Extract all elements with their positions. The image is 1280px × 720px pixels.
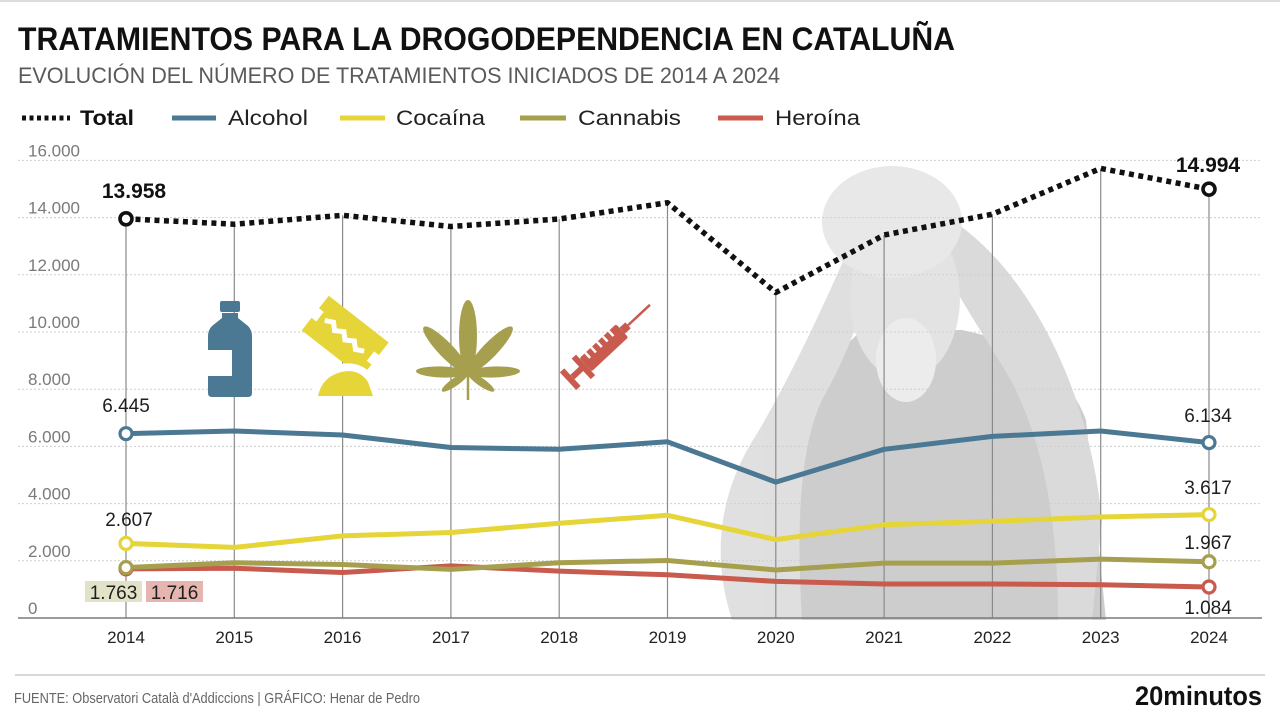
- razor-blade-icon: [301, 295, 389, 396]
- x-tick-label: 2017: [432, 628, 470, 647]
- data-point-cannabis-2014: [118, 559, 134, 576]
- series-layer: [123, 165, 1212, 590]
- series-line-cannabis: [123, 556, 1212, 573]
- data-point-alcohol-2014: [118, 426, 134, 442]
- data-label-cannabis-2024: 1.967: [1184, 533, 1232, 554]
- x-axis-labels: 2014 2015 2016 2017 2018 2019 2020 2021 2022 2023…: [107, 628, 1228, 647]
- syringe-barrel: [580, 324, 628, 371]
- series-line-total: [125, 165, 1210, 296]
- y-tick-label: 4.000: [28, 485, 71, 504]
- legend: Total Alcohol Cocaína Cannabis Heroína: [22, 107, 860, 130]
- x-tick-label: 2020: [757, 628, 795, 647]
- syringe-plunger-rod: [570, 366, 584, 380]
- data-label-heroina-2014: 1.716: [151, 583, 199, 604]
- brand-logo: 20minutos: [1135, 681, 1262, 711]
- y-tick-label: 2.000: [28, 542, 71, 561]
- syringe-icon: [559, 303, 651, 390]
- y-axis-labels: 0 2.000 4.000 6.000 8.000 10.000 12.000 14.000 1…: [28, 141, 80, 618]
- year-gridlines: [125, 168, 1210, 618]
- leaflet: [441, 372, 469, 392]
- data-label-total-2014: 13.958: [102, 180, 167, 203]
- y-tick-label: 10.000: [28, 313, 80, 332]
- photo-face: [876, 318, 936, 402]
- data-point-heroina-2024: [1201, 579, 1217, 595]
- syringe-needle: [627, 303, 651, 327]
- bottle-icon: [208, 301, 252, 397]
- y-tick-label: 0: [28, 599, 37, 618]
- data-label-alcohol-2024: 6.134: [1184, 406, 1232, 427]
- leaflet: [467, 372, 495, 392]
- chart-subtitle: EVOLUCIÓN DEL NÚMERO DE TRATAMIENTOS INI…: [18, 63, 780, 88]
- x-tick-label: 2024: [1190, 628, 1228, 647]
- data-label-bg-cannabis-2014: [85, 581, 142, 602]
- data-point-alcohol-2024: [1201, 434, 1217, 451]
- bottle-body: [208, 313, 252, 397]
- syringe-flange: [571, 354, 596, 380]
- x-tick-label: 2022: [973, 628, 1011, 647]
- data-label-alcohol-2014: 6.445: [102, 396, 150, 417]
- photo-left-arm: [720, 240, 880, 620]
- data-label-cocaina-2024: 3.617: [1184, 478, 1232, 499]
- series-line-alcohol: [123, 428, 1212, 485]
- bottle-cap: [220, 301, 240, 312]
- data-label-heroina-2024: 1.084: [1184, 598, 1232, 619]
- leaflet: [459, 300, 477, 372]
- y-tick-label: 14.000: [28, 199, 80, 218]
- background-photo-person: [720, 166, 1106, 620]
- data-point-total-2014: [118, 211, 134, 227]
- y-tick-label: 8.000: [28, 370, 71, 389]
- legend-label-heroina: Heroína: [775, 107, 860, 130]
- data-label-cocaina-2014: 2.607: [105, 510, 153, 531]
- y-tick-label: 16.000: [28, 141, 80, 160]
- legend-label-cannabis: Cannabis: [578, 107, 681, 130]
- leaflet: [416, 366, 468, 378]
- legend-item-heroina: Heroína: [718, 107, 860, 130]
- data-points: [118, 181, 1217, 595]
- syringe-tip: [619, 322, 631, 334]
- x-tick-label: 2019: [649, 628, 687, 647]
- data-label-bg-heroina-2014: [146, 581, 203, 602]
- syringe-plunger-handle: [559, 368, 581, 390]
- powder-pile: [318, 371, 373, 396]
- legend-item-total: Total: [22, 107, 134, 130]
- x-tick-label: 2023: [1082, 628, 1120, 647]
- leaflet: [468, 366, 520, 378]
- cannabis-leaf-icon: [416, 300, 520, 400]
- x-tick-label: 2015: [215, 628, 253, 647]
- leaflet: [467, 326, 513, 374]
- data-label-cannabis-2014: 1.763: [90, 583, 138, 604]
- source-credit: FUENTE: Observatori Català d'Addiccions …: [14, 690, 420, 707]
- series-line-heroina: [123, 563, 1212, 590]
- x-tick-label: 2016: [324, 628, 362, 647]
- legend-item-alcohol: Alcohol: [172, 107, 308, 130]
- legend-item-cannabis: Cannabis: [520, 107, 681, 130]
- legend-label-alcohol: Alcohol: [228, 107, 308, 130]
- leaflet: [423, 326, 469, 374]
- syringe-tick-marks: [584, 330, 615, 359]
- data-point-cocaina-2024: [1201, 506, 1217, 523]
- data-point-total-2024: [1201, 181, 1217, 197]
- chart-title: TRATAMIENTOS PARA LA DROGODEPENDENCIA EN…: [18, 21, 955, 57]
- data-label-total-2024: 14.994: [1176, 154, 1241, 177]
- data-point-cocaina-2014: [118, 535, 134, 552]
- x-tick-label: 2014: [107, 628, 145, 647]
- photo-hands: [822, 166, 962, 278]
- data-point-cannabis-2024: [1201, 554, 1217, 570]
- legend-label-cocaina: Cocaína: [396, 107, 485, 130]
- legend-label-total: Total: [80, 107, 134, 130]
- y-tick-label: 12.000: [28, 256, 80, 275]
- y-tick-label: 6.000: [28, 427, 71, 446]
- data-labels: 13.958 14.994 6.445 6.134 2.607 3.617 1.…: [85, 154, 1240, 619]
- x-tick-label: 2018: [540, 628, 578, 647]
- series-line-cocaina: [123, 512, 1212, 550]
- x-tick-label: 2021: [865, 628, 903, 647]
- razor-blade-slot: [324, 317, 365, 354]
- legend-item-cocaina: Cocaína: [340, 107, 485, 130]
